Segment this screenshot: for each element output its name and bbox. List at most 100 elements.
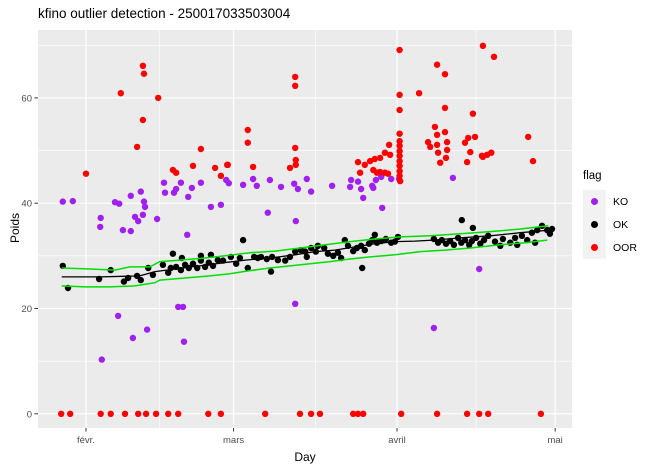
data-point-oor <box>433 410 441 417</box>
y-tick-label: 60 <box>21 93 32 104</box>
data-point-oor <box>443 138 451 146</box>
data-point-ok <box>330 252 337 259</box>
data-point-ok <box>239 236 247 244</box>
data-point-oor <box>427 143 434 151</box>
data-point-ko <box>449 174 457 182</box>
data-point-ok <box>267 268 275 275</box>
data-point-oor <box>396 167 403 175</box>
data-point-ko <box>430 324 438 332</box>
data-point-ko <box>388 175 395 183</box>
data-point-ok <box>485 232 492 239</box>
data-point-oor <box>443 146 451 154</box>
data-point-ko <box>207 203 215 211</box>
data-point-ko <box>370 184 377 192</box>
data-point-oor <box>354 410 362 417</box>
data-point-ok <box>244 264 251 272</box>
data-point-ok <box>359 264 366 272</box>
data-point-ok <box>124 274 132 282</box>
data-point-ko <box>277 183 285 191</box>
data-point-oor <box>396 137 403 145</box>
legend-key-box <box>583 236 606 259</box>
data-point-ko <box>177 179 185 186</box>
data-point-oor <box>396 91 403 99</box>
data-point-oor <box>396 147 403 155</box>
data-point-ok <box>167 264 174 272</box>
data-point-ko <box>347 176 355 184</box>
data-point-ok <box>438 236 445 244</box>
data-point-ok <box>491 238 499 245</box>
data-point-oor <box>529 157 537 165</box>
data-point-ok <box>461 236 469 244</box>
data-point-oor <box>249 163 257 171</box>
data-point-ok <box>430 235 438 243</box>
data-point-oor <box>467 148 474 156</box>
data-point-ok <box>172 263 180 271</box>
data-point-oor <box>197 145 205 153</box>
data-point-oor <box>360 410 367 417</box>
data-point-oor <box>244 139 251 146</box>
data-point-ok <box>185 264 192 272</box>
x-tick-label: mars <box>223 435 244 446</box>
data-point-ok <box>302 248 309 255</box>
y-tick-label: 20 <box>21 304 32 315</box>
data-point-oor <box>431 123 439 131</box>
data-point-ko <box>114 312 122 320</box>
data-point-ko <box>160 179 168 186</box>
data-point-oor <box>490 53 498 60</box>
data-point-oor <box>476 410 483 417</box>
data-point-ko <box>292 217 299 225</box>
data-point-oor <box>211 164 219 172</box>
legend: flag KO OK OOR <box>583 170 637 259</box>
data-point-oor <box>117 90 125 97</box>
data-point-oor <box>396 172 403 179</box>
data-point-oor <box>82 170 90 177</box>
data-point-oor <box>441 71 449 78</box>
data-point-ok <box>303 253 310 261</box>
data-point-oor <box>165 410 172 417</box>
data-point-oor <box>371 155 378 163</box>
data-point-oor <box>384 170 392 177</box>
data-point-oor <box>307 410 315 417</box>
data-point-oor <box>155 94 162 102</box>
data-point-ok <box>499 235 507 243</box>
data-point-ko <box>127 192 134 199</box>
data-point-ok <box>257 253 265 261</box>
legend-title: flag <box>583 170 602 182</box>
y-tick-label: 0 <box>27 409 32 420</box>
legend-label-ko: KO <box>613 195 629 208</box>
data-point-ko <box>172 185 180 193</box>
data-point-oor <box>396 142 403 149</box>
data-point-ok <box>189 260 197 267</box>
data-point-ok <box>282 257 289 264</box>
data-point-ko <box>294 185 302 193</box>
data-point-oor <box>465 134 472 142</box>
data-point-ko <box>153 215 161 223</box>
trend-line-upper-bound <box>61 225 549 271</box>
data-point-oor <box>434 149 442 156</box>
legend-label-oor: OOR <box>613 241 637 254</box>
ok-point-icon <box>591 221 598 228</box>
data-point-oor <box>316 410 324 417</box>
data-point-oor <box>397 177 404 185</box>
data-point-oor <box>296 410 304 417</box>
data-point-ok <box>531 239 539 246</box>
data-point-ok <box>209 262 217 270</box>
data-point-oor <box>441 104 449 112</box>
data-point-ko <box>303 175 310 183</box>
data-point-ok <box>480 236 488 244</box>
data-point-oor <box>385 141 393 148</box>
data-point-oor <box>485 410 492 417</box>
data-point-ko <box>135 217 142 225</box>
data-point-ok <box>214 256 221 264</box>
data-point-oor <box>244 126 251 134</box>
data-point-ok <box>344 242 352 249</box>
data-point-ko <box>378 173 385 181</box>
data-point-ok <box>361 246 368 254</box>
data-point-ok <box>454 234 462 242</box>
data-point-oor <box>469 110 477 117</box>
data-point-oor <box>479 153 487 161</box>
data-point-ok <box>219 257 227 264</box>
data-point-oor <box>121 410 129 417</box>
data-point-ok <box>201 263 209 271</box>
